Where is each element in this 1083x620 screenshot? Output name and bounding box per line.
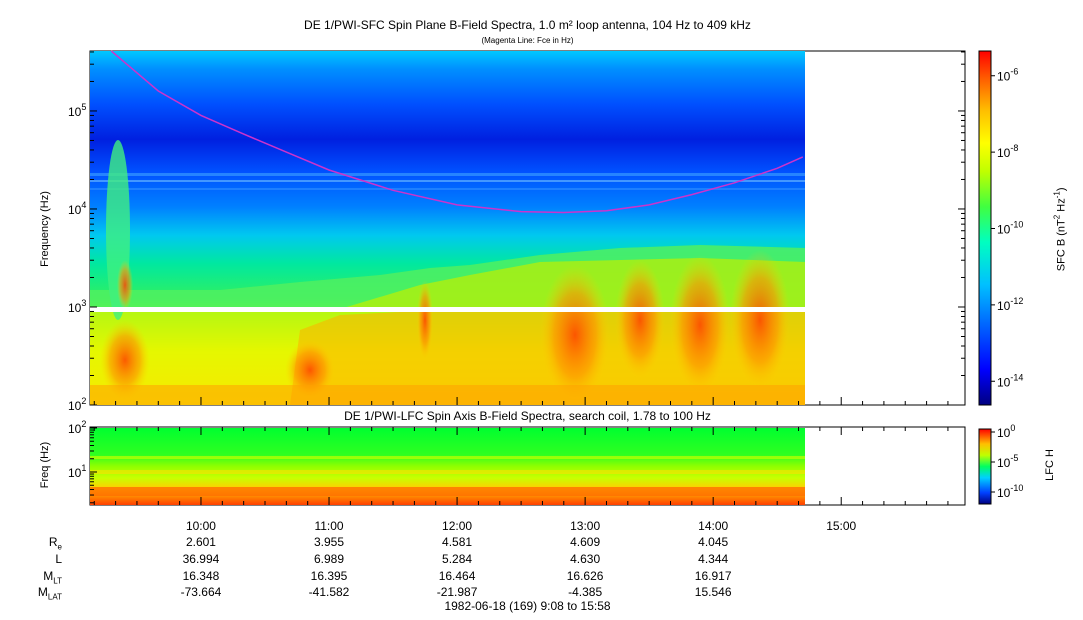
ephemeris-value: 4.344: [698, 552, 729, 566]
colorbar-tick-label: 10-10: [997, 220, 1023, 237]
x-tick-label: 12:00: [442, 519, 472, 533]
x-tick-label: 13:00: [570, 519, 600, 533]
lfc-y-axis: 101 102: [68, 419, 97, 504]
ephemeris-label: L: [55, 552, 62, 566]
sfc-colorbar-ticks: 10-6 10-8 10-10 10-12 10-14: [991, 67, 1023, 389]
colorbar-tick-label: 10-14: [997, 372, 1023, 389]
lfc-colorbar: [978, 428, 992, 505]
sfc-colorbar: [978, 50, 992, 406]
lfc-colorbar-label: LFC H: [1044, 449, 1056, 481]
sfc-colorbar-label-sup2: -1: [1052, 191, 1062, 199]
ephemeris-value: 16.917: [694, 569, 732, 583]
sfc-spectrogram: [90, 51, 805, 405]
time-axis: 10:00 11:00 12:00 13:00 14:00 15:00: [93, 397, 949, 533]
sfc-colorbar-label-end: ): [1055, 187, 1068, 192]
ephemeris-value: 2.601: [185, 535, 216, 549]
sfc-colorbar-label-main: SFC B (nT: [1055, 219, 1068, 272]
colorbar-tick-label: 10-5: [997, 453, 1018, 470]
ephemeris-value: 15.546: [694, 585, 732, 599]
fce-magenta-line: [110, 50, 804, 214]
lfc-panel-title: DE 1/PWI-LFC Spin Axis B-Field Spectra, …: [344, 409, 711, 423]
ephemeris-value: 5.284: [442, 552, 473, 566]
sfc-colorbar-label-sup1: 2: [1052, 214, 1062, 220]
sfc-y-tick-label: 105: [68, 102, 86, 119]
ephemeris-value: 16.464: [438, 569, 476, 583]
chart-subtitle: (Magenta Line: Fce in Hz): [481, 36, 574, 45]
ephemeris-value: 16.395: [310, 569, 348, 583]
chart-title: DE 1/PWI-SFC Spin Plane B-Field Spectra,…: [304, 18, 751, 32]
ephemeris-value: 16.348: [182, 569, 220, 583]
colorbar-tick-label: 10-12: [997, 296, 1023, 313]
sfc-y-tick-label: 104: [68, 200, 86, 217]
lfc-colorbar-ticks: 100 10-5 10-10: [991, 423, 1023, 500]
ephemeris-value: -41.582: [308, 585, 350, 599]
ephemeris-value: -4.385: [568, 585, 603, 599]
lfc-y-tick-label: 102: [68, 419, 86, 436]
ephemeris-label: Re: [48, 535, 62, 552]
ephemeris-value: 4.630: [570, 552, 601, 566]
x-tick-label: 11:00: [314, 519, 343, 533]
time-range-footer: 1982-06-18 (169) 9:08 to 15:58: [444, 599, 611, 613]
ephemeris-value: -73.664: [180, 585, 222, 599]
colorbar-tick-label: 10-10: [997, 483, 1023, 500]
ephemeris-value: 4.581: [442, 535, 473, 549]
ephemeris-label: MLT: [43, 569, 62, 586]
ephemeris-value: 3.955: [314, 535, 345, 549]
x-tick-label: 14:00: [698, 519, 728, 533]
colorbar-tick-label: 10-8: [997, 143, 1018, 160]
ephemeris-value: 4.045: [698, 535, 729, 549]
ephemeris-label: MLAT: [37, 585, 62, 602]
sfc-y-tick-label: 102: [68, 396, 86, 413]
lfc-y-label: Freq (Hz): [39, 441, 51, 489]
sfc-colorbar-label-mid: Hz: [1055, 198, 1068, 215]
ephemeris-value: 6.989: [314, 552, 345, 566]
sfc-colorbar-label: SFC B (nT2 Hz-1): [1053, 159, 1068, 299]
ephemeris-value: 4.609: [570, 535, 601, 549]
sfc-y-tick-label: 103: [68, 298, 86, 315]
x-tick-label: 15:00: [826, 519, 856, 533]
colorbar-tick-label: 10-6: [997, 67, 1018, 84]
ephemeris-value: 16.626: [566, 569, 604, 583]
x-tick-label: 10:00: [186, 519, 216, 533]
lfc-spectrogram: [90, 428, 805, 505]
ephemeris-value: -21.987: [436, 585, 478, 599]
lfc-y-tick-label: 101: [68, 463, 86, 480]
colorbar-tick-label: 100: [997, 423, 1015, 440]
sfc-y-label: Frequency (Hz): [39, 191, 51, 267]
ephemeris-value: 36.994: [182, 552, 220, 566]
